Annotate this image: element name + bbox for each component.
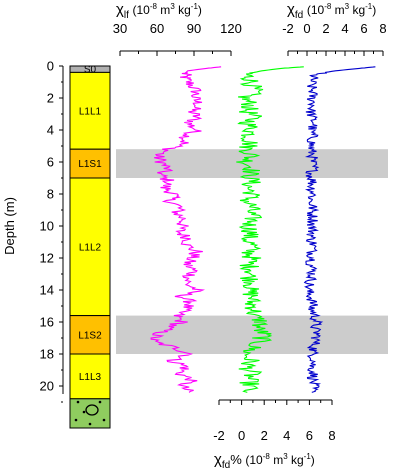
depth-axis: 0 2 4 6 8 10 12 14 16 18 20 Depth (m) <box>2 59 64 403</box>
xlf-tick-label-3: 120 <box>220 21 242 36</box>
depth-tick-label-10: 20 <box>40 379 54 394</box>
xlf-tick-label-2: 90 <box>187 21 201 36</box>
xfd-tick-label-0: -2 <box>282 21 294 36</box>
depth-tick-label-2: 4 <box>47 123 54 138</box>
strat-layer-5 <box>69 353 111 400</box>
gravel-dot-5 <box>82 410 86 414</box>
xfd_pct-tick-label-3: 4 <box>283 428 290 443</box>
depth-tick-label-5: 10 <box>40 219 54 234</box>
xfd-tick-label-5: 8 <box>379 21 386 36</box>
gravel-pebble <box>85 404 99 416</box>
xlf-tick-label-1: 60 <box>150 21 164 36</box>
strat-layer-3 <box>69 177 111 317</box>
xfd-tick-label-3: 4 <box>341 21 348 36</box>
depth-tick-label-0: 0 <box>47 59 54 74</box>
xfd-tick-label-2: 2 <box>322 21 329 36</box>
xfd_pct-tick-label-0: -2 <box>213 428 225 443</box>
depth-tick-label-8: 16 <box>40 315 54 330</box>
strat-layer-4 <box>69 315 111 355</box>
depth-tick-label-9: 18 <box>40 347 54 362</box>
depth-tick-label-4: 8 <box>47 187 54 202</box>
gravel-dot-4 <box>88 422 92 426</box>
strat-layer-label-2: L1S1 <box>78 159 102 170</box>
depth-tick-label-1: 2 <box>47 91 54 106</box>
gravel-dot-3 <box>102 418 106 422</box>
xfd-tick-label-4: 6 <box>360 21 367 36</box>
xfd_pct-tick-label-2: 2 <box>261 428 268 443</box>
xlf-axis-title: χlf (10-8 m3 kg-1) <box>116 1 202 21</box>
depth-axis-label: Depth (m) <box>2 197 17 255</box>
series-group <box>150 66 376 393</box>
shaded-band-1 <box>116 315 388 354</box>
xfd-tick-label-1: 0 <box>303 21 310 36</box>
gravel-dot-0 <box>76 400 80 404</box>
xfd_pct-axis-title: χfd% (10-8 m3 kg-1) <box>214 451 315 469</box>
shaded-band-0 <box>116 149 388 178</box>
strat-layer-label-1: L1L1 <box>79 106 102 117</box>
depth-tick-label-6: 12 <box>40 251 54 266</box>
strat-layer-label-4: L1S2 <box>78 330 102 341</box>
depth-tick-label-3: 6 <box>47 155 54 170</box>
xlf-tick-label-0: 30 <box>113 21 127 36</box>
strat-layer-label-0: S0 <box>84 65 97 76</box>
gravel-dot-1 <box>98 400 102 404</box>
strat-layer-label-3: L1L2 <box>79 242 102 253</box>
series-line-xlf <box>150 66 222 393</box>
strat-layer-1 <box>69 71 111 150</box>
series-line-xfd <box>303 66 376 393</box>
xfd_pct-tick-label-1: 0 <box>238 428 245 443</box>
stratigraphic-column: S0 L1L1 L1S1 L1L2 L1S2 L1L3 <box>69 65 111 429</box>
depth-tick-label-7: 14 <box>40 283 54 298</box>
xfd-axis-title: χfd (10-8 m3 kg-1) <box>287 1 376 21</box>
xfd_pct-tick-label-5: 8 <box>328 428 335 443</box>
strat-layer-label-5: L1L3 <box>79 372 102 383</box>
xfd_pct-tick-label-4: 6 <box>306 428 313 443</box>
gravel-dot-2 <box>74 418 78 422</box>
series-line-xfd_pct <box>236 66 304 393</box>
